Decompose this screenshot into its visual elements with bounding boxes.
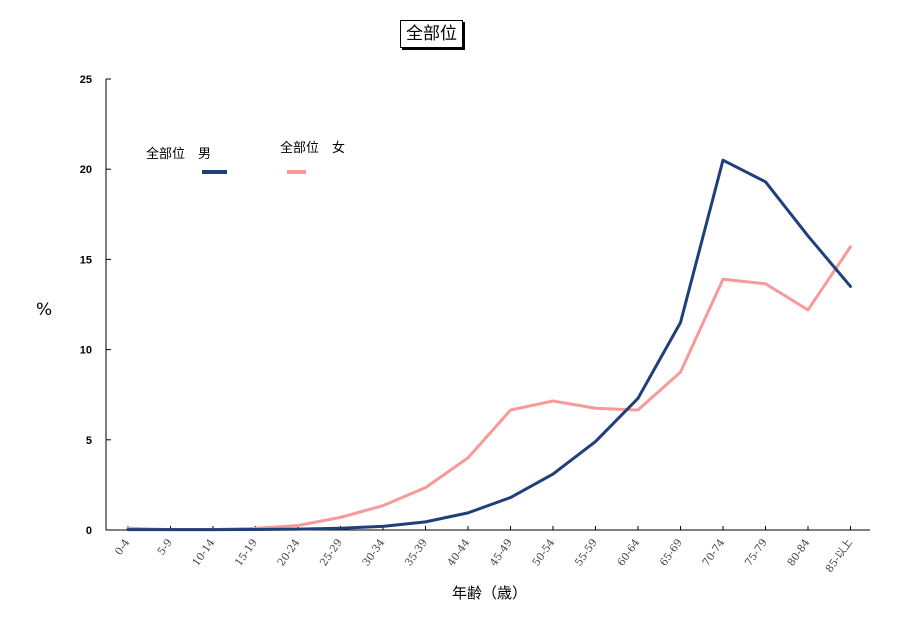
x-tick-label: 30-34 xyxy=(360,537,387,569)
x-tick-label: 15-19 xyxy=(233,537,260,569)
x-tick-label: 0-4 xyxy=(113,537,133,558)
x-tick-label: 40-44 xyxy=(445,537,472,569)
y-tick-label: 0 xyxy=(86,525,92,537)
x-tick-label: 5-9 xyxy=(155,537,175,558)
series-line-1 xyxy=(126,245,852,532)
y-axis-label: % xyxy=(36,300,53,320)
x-tick-label: 80-84 xyxy=(785,537,812,569)
legend-label: 全部位 男 xyxy=(146,146,211,162)
legend-label: 全部位 女 xyxy=(280,140,345,156)
x-axis-ticks: 0-4 5-9 10-14 15-19 20-24 25-29 30-34 35-39 40-4… xyxy=(113,526,855,575)
x-tick-label: 75-79 xyxy=(743,537,770,569)
x-axis-label: 年齢（歳） xyxy=(452,584,528,602)
x-tick-label: 45-49 xyxy=(488,537,515,569)
series-lines xyxy=(126,158,852,532)
x-tick-label: 20-24 xyxy=(275,537,302,569)
y-tick-label: 10 xyxy=(80,345,92,357)
x-tick-label: 70-74 xyxy=(700,537,727,569)
x-tick-label: 25-29 xyxy=(318,537,345,569)
y-tick-label: 15 xyxy=(80,254,92,266)
x-tick-label: 55-59 xyxy=(573,537,600,569)
x-tick-label: 50-54 xyxy=(530,537,557,569)
series-line-0 xyxy=(126,158,852,532)
x-tick-label: 65-69 xyxy=(658,537,685,569)
x-tick-label: 10-14 xyxy=(190,537,217,569)
y-axis-ticks: 0 5 10 15 20 25 xyxy=(80,74,111,537)
axes xyxy=(105,79,870,531)
y-tick-label: 25 xyxy=(80,74,92,86)
y-tick-label: 5 xyxy=(86,435,92,447)
x-tick-label: 85-以上 xyxy=(823,537,855,575)
x-tick-label: 35-39 xyxy=(403,537,430,569)
legend: 全部位 男 全部位 女 xyxy=(146,140,345,174)
y-tick-label: 20 xyxy=(80,164,92,176)
x-tick-label: 60-64 xyxy=(615,537,642,569)
chart-title: 全部位 xyxy=(400,20,463,48)
